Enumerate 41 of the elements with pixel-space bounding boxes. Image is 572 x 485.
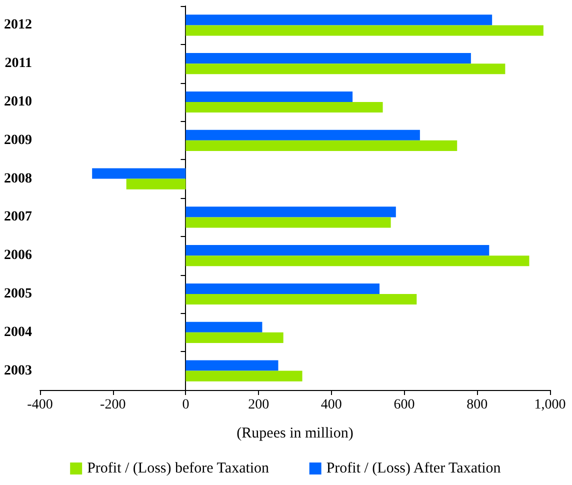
y-tick-label: 2005 <box>4 286 32 302</box>
x-tick-label: 400 <box>320 398 342 412</box>
x-tick-label: 0 <box>182 398 190 412</box>
bar <box>186 370 302 382</box>
y-tick-label: 2004 <box>4 324 32 340</box>
y-tick-label: 2011 <box>4 56 32 72</box>
bar <box>186 322 262 332</box>
bar <box>186 332 284 343</box>
y-tick-label: 2010 <box>4 94 32 110</box>
bar <box>186 206 396 218</box>
y-tick-label: 2012 <box>4 18 32 33</box>
bar <box>126 178 186 190</box>
x-tick-label: 600 <box>394 398 415 412</box>
bar <box>186 294 417 305</box>
bar <box>186 245 490 256</box>
bar <box>186 130 420 140</box>
x-tick-label: -200 <box>100 398 126 412</box>
y-tick-label: 2003 <box>4 363 32 378</box>
bar <box>186 140 458 151</box>
legend-label: Profit / (Loss) before Taxation <box>87 460 270 476</box>
bar <box>186 217 391 228</box>
bar <box>186 25 544 36</box>
bar <box>186 360 278 371</box>
bar <box>186 256 530 266</box>
bar <box>92 168 186 179</box>
x-axis-title: (Rupees in million) <box>236 426 354 442</box>
x-tick-label: -400 <box>27 398 53 412</box>
x-tick-label: 1,000 <box>534 398 566 412</box>
y-tick-label: 2009 <box>4 132 32 148</box>
x-tick-label: 800 <box>466 398 488 412</box>
y-tick-label: 2007 <box>4 210 32 225</box>
bar <box>186 91 353 102</box>
y-tick-label: 2008 <box>4 171 32 186</box>
bar <box>186 102 383 113</box>
bar <box>186 283 380 294</box>
bar <box>186 64 506 74</box>
x-tick-label: 200 <box>248 398 270 412</box>
bar <box>186 53 471 64</box>
bar <box>186 14 492 26</box>
legend-label: Profit / (Loss) After Taxation <box>326 460 502 476</box>
y-tick-label: 2006 <box>4 248 32 264</box>
